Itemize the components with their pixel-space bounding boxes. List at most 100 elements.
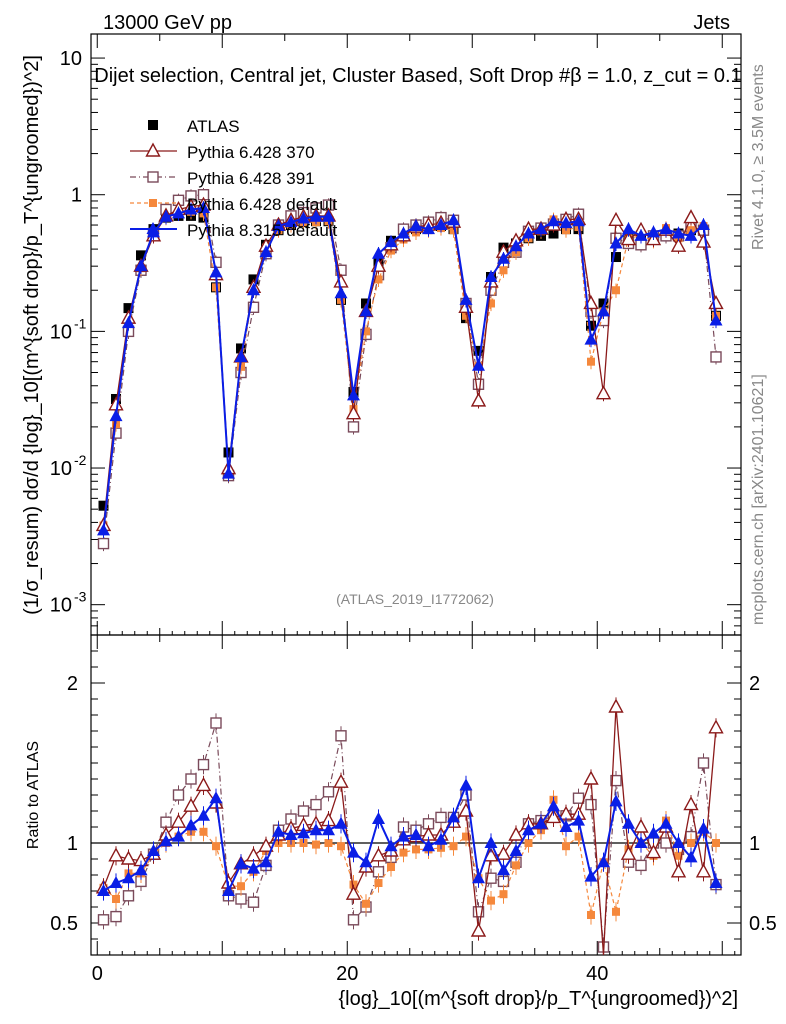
ratio-point <box>683 796 699 811</box>
ratio-point <box>247 861 260 874</box>
ratio-point <box>322 823 335 836</box>
data-point <box>559 216 573 229</box>
ratio-point <box>212 842 220 851</box>
data-point <box>447 213 460 226</box>
ratio-point <box>672 836 685 848</box>
data-point <box>237 362 245 371</box>
ratio-point <box>585 798 597 811</box>
data-point <box>459 292 473 305</box>
data-point <box>586 320 596 331</box>
ratio-y-tick-label: 1 <box>67 833 78 855</box>
header-right: Jets <box>693 12 730 34</box>
ratio-point <box>495 845 512 860</box>
ratio-point <box>634 836 648 848</box>
legend-label: Pythia 8.315 default <box>187 221 338 240</box>
data-point <box>159 209 173 222</box>
x-tick-label: 20 <box>336 963 358 985</box>
legend: ATLAS Pythia 6.428 370 Pythia 6.428 391 Pyt… <box>130 117 338 240</box>
ratio-point <box>687 839 695 847</box>
ratio-point <box>197 758 210 771</box>
ratio-point <box>112 895 120 903</box>
main-y-tick-label: 1 <box>71 185 82 207</box>
data-point <box>134 259 148 272</box>
ratio-point <box>195 776 212 792</box>
main-y-axis-label: (1/σ_resum) dσ/d {log}_10[(m^{soft drop}… <box>21 55 43 615</box>
ratio-point <box>184 818 198 831</box>
ratio-point <box>559 820 573 832</box>
x-axis-label: {log}_10[(m^{soft drop}/p_T^{ungroomed})… <box>338 988 738 1010</box>
series-line-p8 <box>102 206 717 531</box>
analysis-watermark: (ATLAS_2019_I1772062) <box>336 591 494 607</box>
ratio-point <box>199 827 208 836</box>
data-point <box>497 251 510 264</box>
mcplots-label: mcplots.cern.ch [arXiv:2401.10621] <box>750 374 767 625</box>
legend-marker <box>149 199 157 207</box>
data-point <box>534 222 548 235</box>
ratio-point <box>633 818 649 833</box>
data-point <box>272 219 285 232</box>
data-point <box>472 358 485 371</box>
ratio-point <box>334 816 348 829</box>
data-point <box>347 421 360 433</box>
data-point <box>634 228 648 241</box>
ratio-y-axis-label: Ratio to ATLAS <box>25 741 42 849</box>
ratio-point <box>583 770 599 785</box>
series-p8 <box>97 200 723 538</box>
ratio-point <box>635 859 647 872</box>
data-point <box>708 295 724 310</box>
data-point <box>197 200 210 213</box>
ratio-point <box>545 808 562 824</box>
ratio-point <box>97 884 110 896</box>
ratio-point <box>147 844 160 856</box>
ratio-point <box>697 757 710 769</box>
data-point <box>247 301 260 314</box>
ratio-point <box>159 834 173 847</box>
data-point <box>659 222 673 235</box>
data-point <box>136 250 146 261</box>
series-p6def <box>99 205 720 534</box>
ratio-point <box>709 876 723 888</box>
data-point <box>172 206 185 219</box>
data-point <box>223 447 234 458</box>
ratio-point <box>120 850 137 865</box>
ratio-point <box>237 882 245 891</box>
data-point <box>109 409 123 422</box>
data-point <box>97 537 110 550</box>
ratio-point <box>108 847 124 862</box>
data-point <box>487 299 495 308</box>
data-point <box>333 273 349 288</box>
data-point <box>374 275 383 284</box>
ratio-point <box>620 845 637 860</box>
data-point <box>334 286 348 299</box>
ratio-point <box>645 844 662 859</box>
ratio-point <box>409 828 423 840</box>
data-point <box>397 226 410 239</box>
data-point <box>547 214 560 227</box>
data-point <box>710 351 722 363</box>
data-point <box>611 252 621 263</box>
data-point <box>647 225 660 238</box>
ratio-point <box>312 840 320 849</box>
data-point <box>97 523 110 536</box>
main-y-tick-exponent: -3 <box>74 589 87 605</box>
ratio-point <box>487 896 495 905</box>
data-point <box>347 388 360 401</box>
data-point <box>609 236 623 249</box>
main-y-tick-label: 10 <box>60 48 82 70</box>
data-point <box>123 303 134 314</box>
ratio-point <box>697 821 710 834</box>
data-point <box>359 304 373 317</box>
ratio-point <box>524 839 533 847</box>
ratio-point <box>462 832 470 841</box>
ratio-y-tick-label: 2 <box>67 673 78 695</box>
ratio-point <box>435 811 447 824</box>
legend-label: Pythia 6.428 370 <box>187 143 315 162</box>
ratio-point <box>297 805 310 817</box>
ratio-point <box>109 876 123 888</box>
ratio-point <box>608 698 624 713</box>
ratio-y-tick-label-right: 0.5 <box>749 913 777 935</box>
data-point <box>309 209 323 222</box>
data-point <box>362 327 370 336</box>
data-point <box>598 298 609 309</box>
